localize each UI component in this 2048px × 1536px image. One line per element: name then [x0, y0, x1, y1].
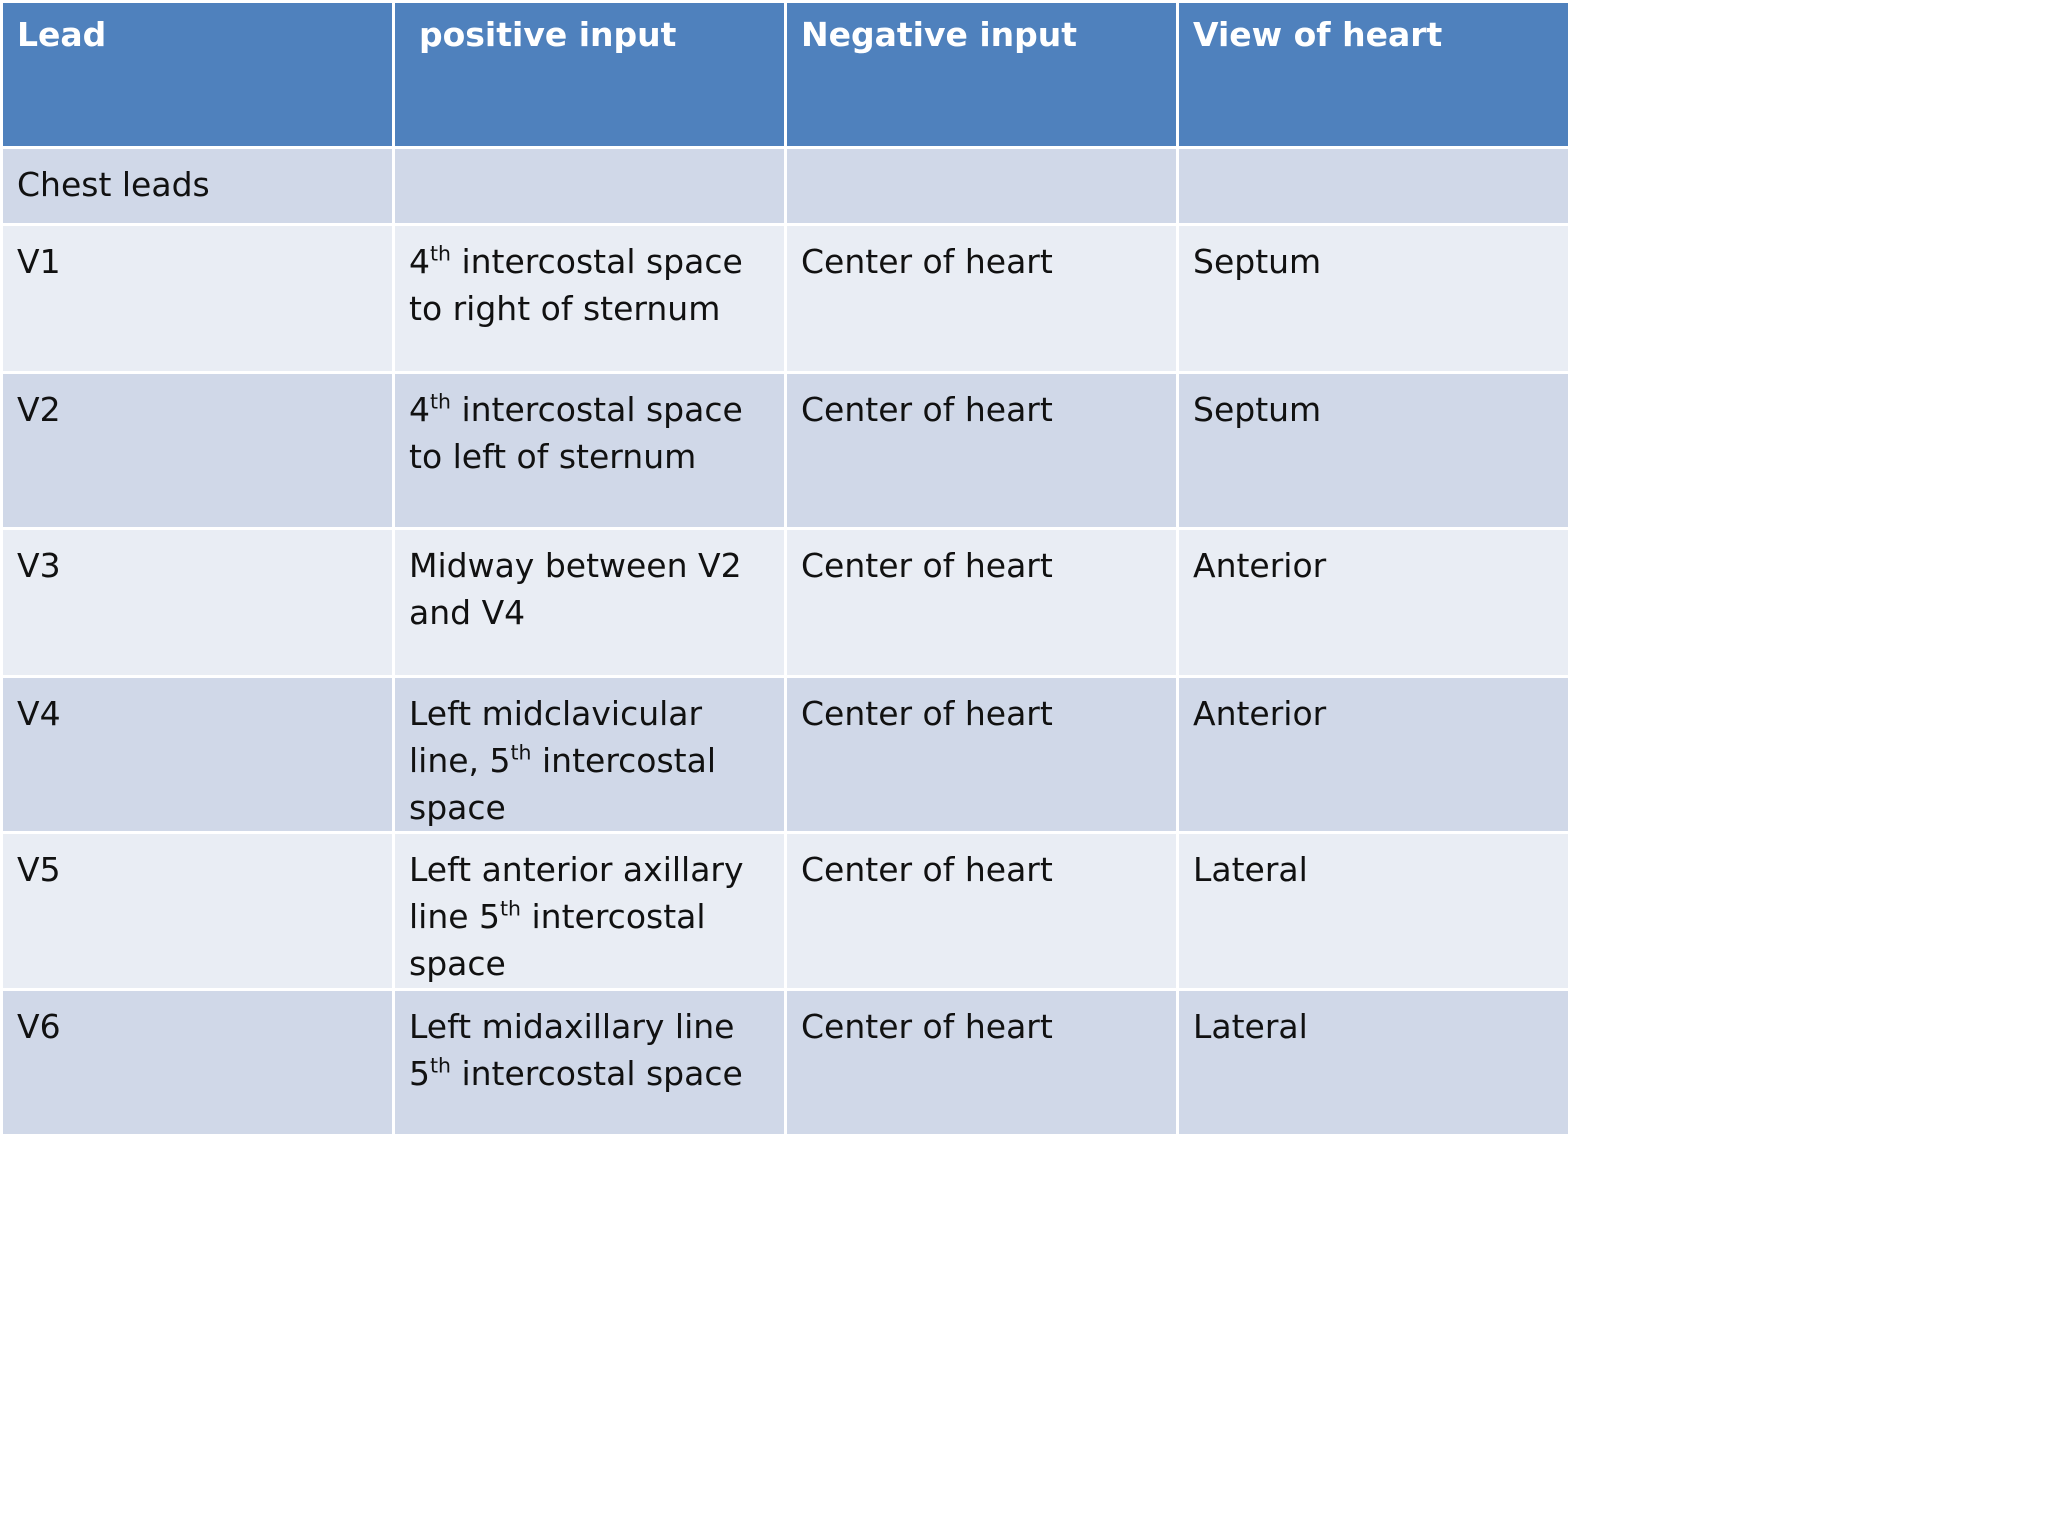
- view-of-heart-cell: Septum: [1176, 371, 1571, 530]
- leads-table: Lead positive input Negative input View …: [0, 0, 1571, 1137]
- positive-input-cell: 4th intercostal space to left of sternum: [392, 371, 787, 530]
- negative-input-cell: Center of heart: [784, 527, 1179, 678]
- table-row: V3 Midway between V2 and V4 Center of he…: [0, 527, 1571, 678]
- header-negative-input: Negative input: [784, 0, 1179, 149]
- positive-text: intercostal space: [450, 1054, 743, 1093]
- header-view-of-heart: View of heart: [1176, 0, 1571, 149]
- ordinal-suffix: th: [500, 896, 522, 921]
- empty-cell: [784, 146, 1179, 226]
- lead-cell: V4: [0, 675, 395, 834]
- view-of-heart-cell: Septum: [1176, 223, 1571, 374]
- view-of-heart-cell: Lateral: [1176, 831, 1571, 991]
- positive-input-cell: 4th intercostal space to right of sternu…: [392, 223, 787, 374]
- ordinal-suffix: th: [430, 241, 451, 266]
- positive-text: Left anterior axillary line 5: [409, 850, 744, 936]
- negative-input-cell: Center of heart: [784, 831, 1179, 991]
- view-of-heart-cell: Lateral: [1176, 988, 1571, 1137]
- lead-cell: V2: [0, 371, 395, 530]
- positive-input-cell: Left midclavicular line, 5th intercostal…: [392, 675, 787, 834]
- positive-input-cell: Midway between V2 and V4: [392, 527, 787, 678]
- lead-cell: V3: [0, 527, 395, 678]
- positive-text: intercostal space: [409, 897, 706, 983]
- positive-text: Midway between V2 and V4: [409, 546, 742, 632]
- positive-input-cell: Left anterior axillary line 5th intercos…: [392, 831, 787, 991]
- positive-input-cell: Left midaxillary line 5th intercostal sp…: [392, 988, 787, 1137]
- table-row: V4 Left midclavicular line, 5th intercos…: [0, 675, 1571, 834]
- empty-cell: [1176, 146, 1571, 226]
- table-row: V5 Left anterior axillary line 5th inter…: [0, 831, 1571, 991]
- lead-cell: V6: [0, 988, 395, 1137]
- positive-text: intercostal space to left of sternum: [409, 390, 743, 476]
- view-of-heart-cell: Anterior: [1176, 675, 1571, 834]
- header-positive-input: positive input: [392, 0, 787, 149]
- positive-text: Left midaxillary line 5: [409, 1007, 735, 1093]
- table-row: V1 4th intercostal space to right of ste…: [0, 223, 1571, 374]
- empty-cell: [392, 146, 787, 226]
- section-row: Chest leads: [0, 146, 1571, 226]
- view-of-heart-cell: Anterior: [1176, 527, 1571, 678]
- table-row: V2 4th intercostal space to left of ster…: [0, 371, 1571, 530]
- positive-text: 4: [409, 390, 430, 429]
- negative-input-cell: Center of heart: [784, 988, 1179, 1137]
- section-label: Chest leads: [0, 146, 395, 226]
- ordinal-suffix: th: [510, 740, 532, 765]
- negative-input-cell: Center of heart: [784, 675, 1179, 834]
- header-row: Lead positive input Negative input View …: [0, 0, 1571, 149]
- ordinal-suffix: th: [430, 389, 451, 414]
- positive-text: Left midclavicular line, 5: [409, 694, 703, 780]
- negative-input-cell: Center of heart: [784, 371, 1179, 530]
- lead-cell: V1: [0, 223, 395, 374]
- lead-cell: V5: [0, 831, 395, 991]
- positive-text: 4: [409, 242, 430, 281]
- header-lead: Lead: [0, 0, 395, 149]
- ordinal-suffix: th: [430, 1053, 451, 1078]
- table-row: V6 Left midaxillary line 5th intercostal…: [0, 988, 1571, 1137]
- positive-text: intercostal space: [409, 741, 717, 827]
- negative-input-cell: Center of heart: [784, 223, 1179, 374]
- positive-text: intercostal space to right of sternum: [409, 242, 743, 328]
